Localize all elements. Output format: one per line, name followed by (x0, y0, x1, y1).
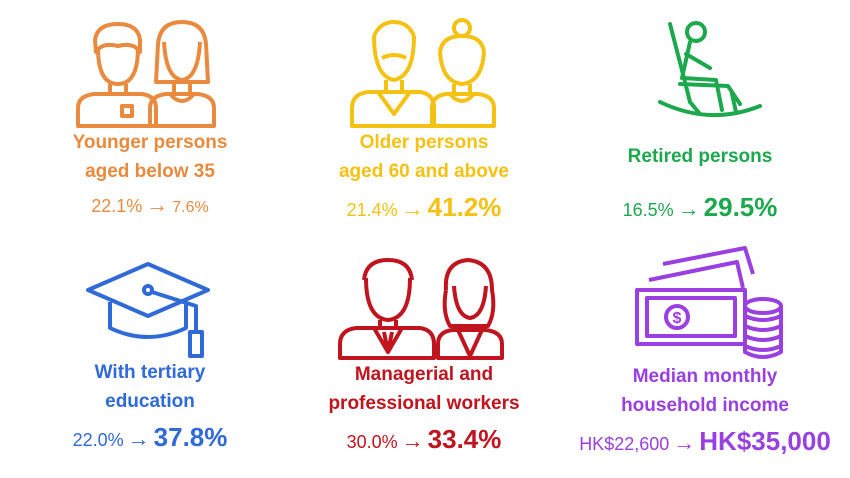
arrow-right-icon: → (677, 196, 700, 221)
label-line-2: professional workers (328, 393, 520, 414)
stat-from: 21.4% (346, 200, 398, 220)
label-line-1: Retired persons (627, 146, 773, 167)
retired-persons-card: Retired persons 16.5% → 29.5% (570, 18, 830, 223)
stat-from: HK$22,600 (579, 434, 670, 454)
graduation-cap-icon (86, 262, 210, 358)
label-line-1: With tertiary (94, 362, 206, 383)
stat-to: 33.4% (427, 424, 502, 454)
managerial-workers-stat: 30.0% → 33.4% (294, 424, 554, 455)
retired-persons-stat: 16.5% → 29.5% (570, 192, 830, 223)
stat-to: HK$35,000 (699, 426, 831, 456)
stat-to: 41.2% (427, 192, 502, 222)
arrow-right-icon: → (401, 428, 424, 453)
label-line-2: education (105, 391, 195, 412)
younger-persons-card: Younger persons aged below 35 22.1% → 7.6% (20, 18, 280, 218)
stat-from: 22.0% (72, 430, 124, 450)
tertiary-education-card: With tertiary education 22.0% → 37.8% (20, 258, 280, 453)
older-persons-stat: 21.4% → 41.2% (294, 192, 554, 223)
young-couple-icon (76, 20, 216, 128)
label-line-1: Younger persons (72, 132, 228, 153)
older-persons-card: Older persons aged 60 and above 21.4% → 41… (294, 18, 554, 223)
stat-from: 16.5% (622, 200, 674, 220)
older-persons-label: Older persons aged 60 and above (294, 128, 554, 186)
stat-to: 7.6% (172, 199, 209, 216)
household-income-card: $ Median monthly household income HK$22,… (560, 244, 850, 457)
arrow-right-icon: → (146, 192, 169, 217)
retired-persons-label: Retired persons (570, 128, 830, 186)
label-line-1: Older persons (359, 132, 489, 153)
managerial-workers-card: Managerial and professional workers 30.0… (294, 256, 554, 455)
arrow-right-icon: → (673, 430, 696, 455)
managerial-workers-label: Managerial and professional workers (294, 360, 554, 418)
stat-from: 22.1% (91, 196, 143, 216)
tertiary-education-stat: 22.0% → 37.8% (20, 422, 280, 453)
label-line-1: Managerial and (354, 364, 494, 385)
label-line-2: aged below 35 (85, 161, 215, 182)
arrow-right-icon: → (401, 196, 424, 221)
household-income-stat: HK$22,600 → HK$35,000 (560, 426, 850, 457)
stat-from: 30.0% (346, 432, 398, 452)
label-line-2: aged 60 and above (338, 161, 509, 182)
svg-text:$: $ (673, 310, 682, 327)
money-coins-icon: $ (635, 246, 783, 359)
arrow-right-icon: → (127, 426, 150, 451)
younger-persons-label: Younger persons aged below 35 (20, 128, 280, 186)
rocking-chair-icon (658, 21, 762, 118)
elderly-couple-icon (350, 18, 496, 128)
label-line-1: Median monthly (632, 366, 778, 387)
household-income-label: Median monthly household income (560, 362, 850, 420)
stat-to: 37.8% (153, 422, 228, 452)
stat-to: 29.5% (703, 192, 778, 222)
younger-persons-stat: 22.1% → 7.6% (20, 192, 280, 218)
tertiary-education-label: With tertiary education (20, 358, 280, 416)
business-people-icon (338, 258, 504, 360)
label-line-2: household income (621, 395, 789, 416)
